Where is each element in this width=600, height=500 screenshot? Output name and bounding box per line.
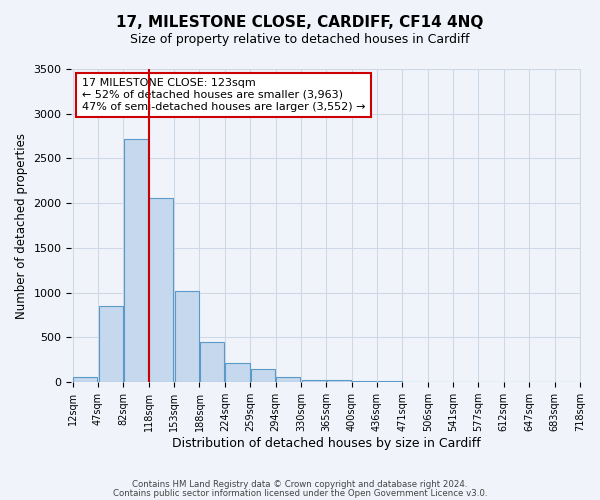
Bar — [200, 342, 224, 382]
Bar — [98, 306, 123, 382]
X-axis label: Distribution of detached houses by size in Cardiff: Distribution of detached houses by size … — [172, 437, 481, 450]
Text: Contains HM Land Registry data © Crown copyright and database right 2024.: Contains HM Land Registry data © Crown c… — [132, 480, 468, 489]
Y-axis label: Number of detached properties: Number of detached properties — [15, 132, 28, 318]
Bar — [251, 369, 275, 382]
Bar — [175, 291, 199, 382]
Text: 17, MILESTONE CLOSE, CARDIFF, CF14 4NQ: 17, MILESTONE CLOSE, CARDIFF, CF14 4NQ — [116, 15, 484, 30]
Text: Size of property relative to detached houses in Cardiff: Size of property relative to detached ho… — [130, 32, 470, 46]
Bar — [226, 364, 250, 382]
Bar — [149, 198, 173, 382]
Bar — [327, 380, 351, 382]
Bar — [124, 139, 148, 382]
Text: Contains public sector information licensed under the Open Government Licence v3: Contains public sector information licen… — [113, 489, 487, 498]
Bar — [302, 380, 326, 382]
Bar — [276, 378, 300, 382]
Bar — [73, 378, 97, 382]
Bar — [352, 381, 376, 382]
Text: 17 MILESTONE CLOSE: 123sqm
← 52% of detached houses are smaller (3,963)
47% of s: 17 MILESTONE CLOSE: 123sqm ← 52% of deta… — [82, 78, 365, 112]
